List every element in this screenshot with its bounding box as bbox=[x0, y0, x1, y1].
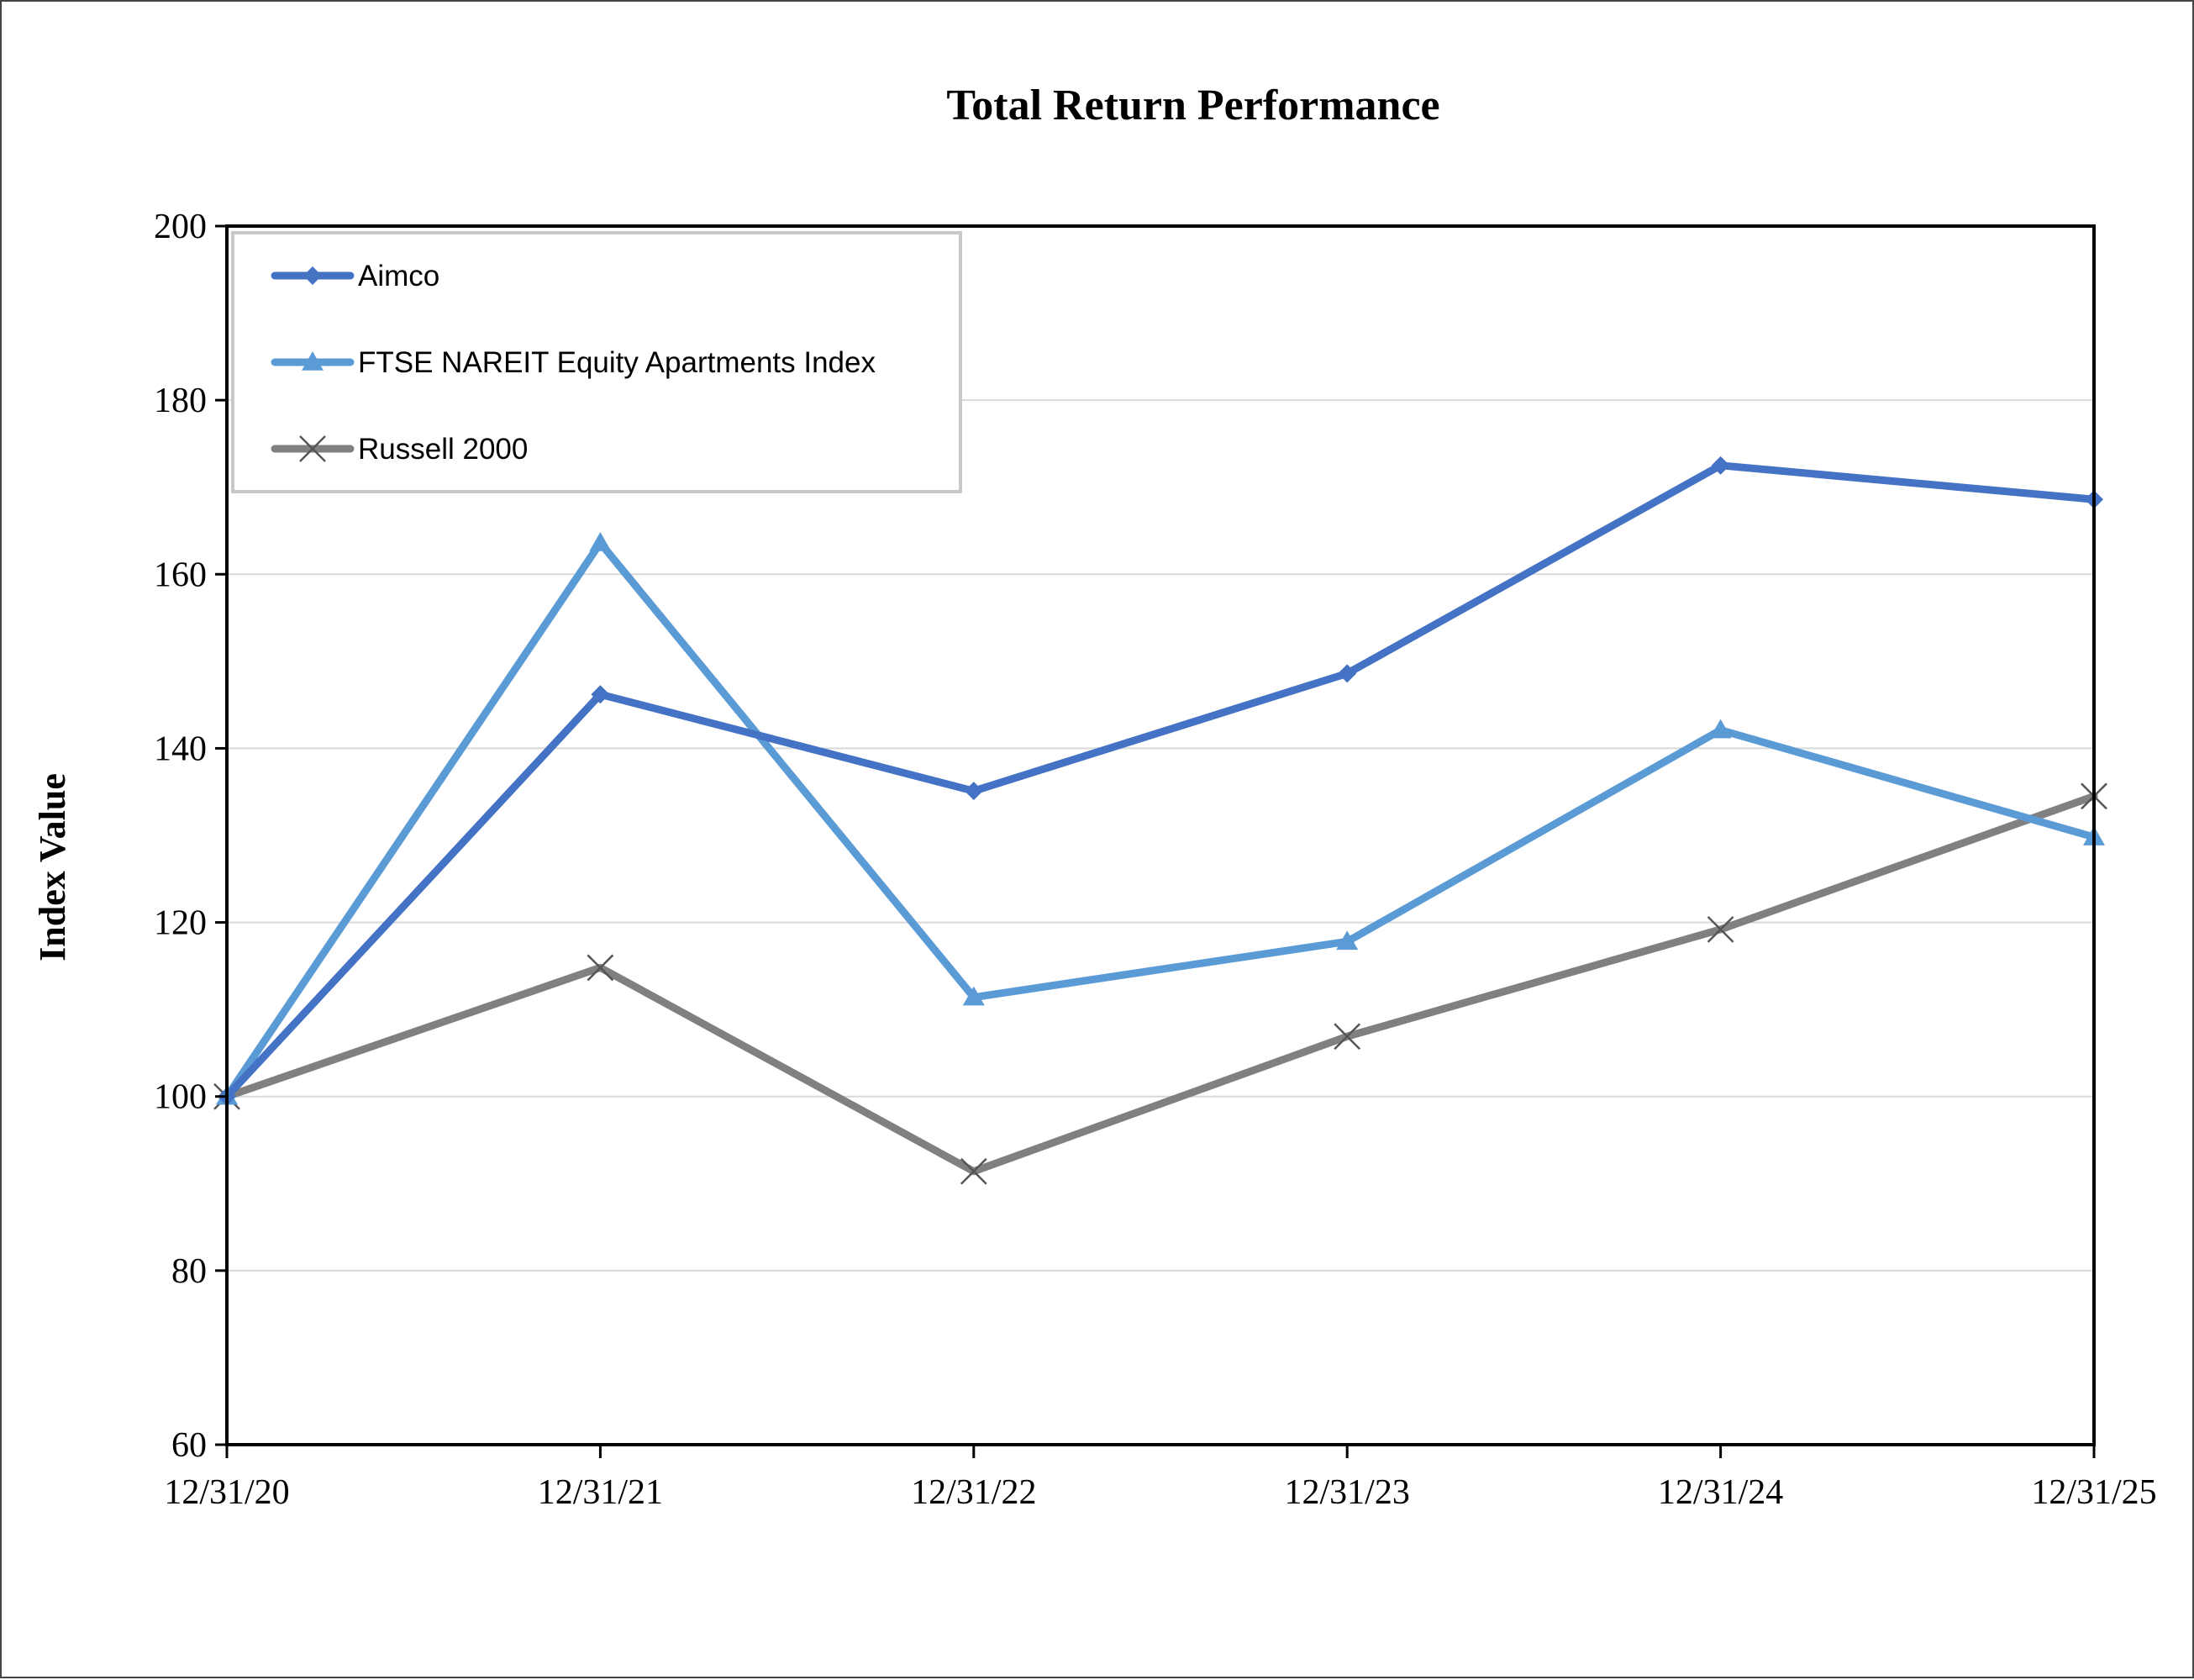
data-point-aimco bbox=[1338, 664, 1357, 683]
gridlines bbox=[227, 399, 2094, 1272]
data-point-aimco bbox=[591, 685, 610, 704]
data-point-ftse-nareit-equity-apartments-index bbox=[1709, 719, 1732, 739]
y-tick-label: 120 bbox=[154, 904, 207, 943]
y-axis-label: Index Value bbox=[32, 773, 73, 961]
x-tick-label: 12/31/20 bbox=[164, 1473, 289, 1512]
y-tick-label: 80 bbox=[171, 1252, 207, 1291]
x-tick-label: 12/31/23 bbox=[1285, 1473, 1410, 1512]
y-tick-label: 140 bbox=[154, 729, 207, 768]
y-tick-label: 160 bbox=[154, 556, 207, 594]
data-point-russell-2000 bbox=[1334, 1023, 1361, 1051]
legend-marker-ftse-nareit-equity-apartments-index bbox=[302, 351, 324, 371]
x-tick-label: 12/31/24 bbox=[1658, 1473, 1783, 1512]
data-point-russell-2000 bbox=[960, 1157, 987, 1185]
data-point-russell-2000 bbox=[1707, 915, 1734, 943]
series-russell-2000 bbox=[213, 782, 2107, 1185]
y-tick-label: 180 bbox=[154, 382, 207, 420]
chart-title: Total Return Performance bbox=[946, 82, 1439, 129]
series-layer bbox=[213, 456, 2107, 1185]
legend-label-russell-2000: Russell 2000 bbox=[358, 433, 528, 466]
series-line-aimco bbox=[223, 461, 2098, 1101]
series-line-russell-2000 bbox=[223, 792, 2098, 1176]
legend-marker-russell-2000 bbox=[299, 435, 326, 462]
x-tick-label: 12/31/21 bbox=[538, 1473, 663, 1512]
x-tick-label: 12/31/22 bbox=[911, 1473, 1036, 1512]
y-tick-label: 100 bbox=[154, 1078, 207, 1117]
legend-entry-ftse-nareit-equity-apartments-index: FTSE NAREIT Equity Apartments Index bbox=[271, 346, 876, 379]
legend-marker-aimco bbox=[303, 266, 322, 285]
plot-area-border bbox=[225, 224, 2096, 1446]
legend-label-ftse-nareit-equity-apartments-index: FTSE NAREIT Equity Apartments Index bbox=[358, 346, 876, 379]
series-ftse-nareit-equity-apartments-index bbox=[216, 532, 2105, 1105]
y-tick-label: 60 bbox=[171, 1426, 207, 1465]
data-point-ftse-nareit-equity-apartments-index bbox=[589, 532, 612, 551]
x-tick-label: 12/31/25 bbox=[2031, 1473, 2156, 1512]
data-point-aimco bbox=[964, 782, 983, 801]
data-point-ftse-nareit-equity-apartments-index bbox=[1336, 930, 1359, 951]
series-line-ftse-nareit-equity-apartments-index bbox=[223, 539, 2098, 1101]
legend: Aimco FTSE NAREIT Equity Apartments Index… bbox=[231, 231, 962, 493]
legend-entry-russell-2000: Russell 2000 bbox=[271, 433, 528, 466]
legend-label-aimco: Aimco bbox=[358, 260, 439, 292]
data-point-aimco bbox=[1711, 456, 1730, 475]
data-point-ftse-nareit-equity-apartments-index bbox=[962, 986, 985, 1006]
legend-entry-aimco: Aimco bbox=[271, 260, 439, 292]
data-point-russell-2000 bbox=[587, 954, 614, 982]
y-axis: 60 80 100 120 140 160 180 200 bbox=[154, 208, 227, 1465]
y-tick-label: 200 bbox=[154, 208, 207, 246]
series-aimco bbox=[218, 456, 2103, 1106]
x-axis: 12/31/20 12/31/21 12/31/22 12/31/23 12/31/24… bbox=[164, 1445, 2157, 1512]
